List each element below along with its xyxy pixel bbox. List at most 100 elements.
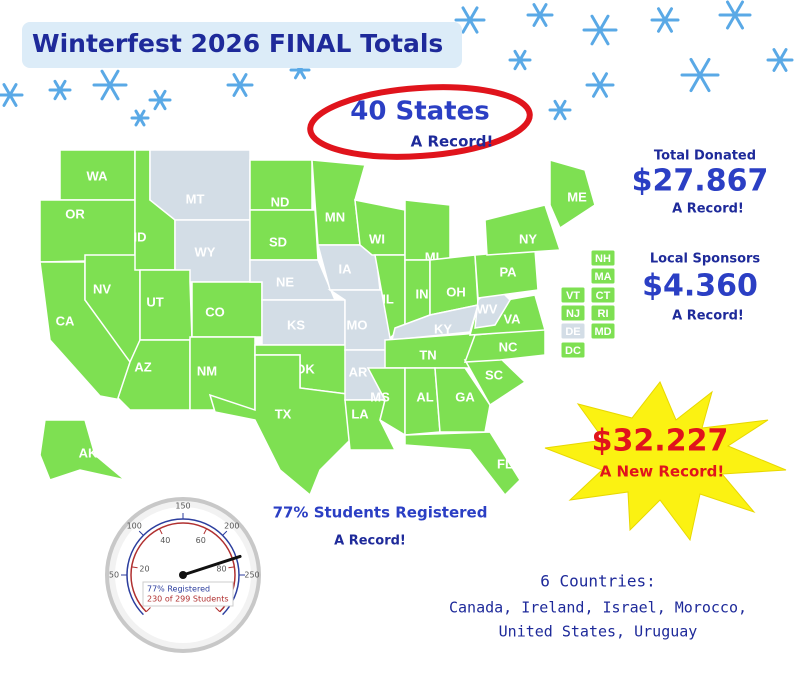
state-label: NE (276, 274, 294, 289)
state (191, 281, 263, 338)
gauge-tick-label: 80 (216, 564, 226, 573)
gauge-arc (130, 522, 236, 613)
state-label: OR (65, 206, 85, 221)
snowflake-arm (592, 72, 608, 98)
state-label: GA (455, 389, 475, 404)
snowflake-arm (100, 69, 120, 101)
snowflake-arm (726, 0, 744, 30)
snowflake-arm (134, 109, 146, 127)
state-label: PA (499, 264, 517, 279)
state-label: WA (87, 168, 109, 183)
snowflake-arm (153, 89, 167, 111)
gauge-tick (145, 607, 151, 613)
state-box (560, 341, 586, 359)
gauge-tick-label: 150 (175, 502, 190, 511)
snowflake-arm (590, 14, 610, 46)
gauge-tick-label: 200 (224, 522, 239, 531)
donated-note: A Record! (672, 202, 744, 217)
state-label: IN (416, 286, 429, 301)
title: Winterfest 2026 FINAL Totals (32, 29, 443, 58)
state-label: VA (503, 311, 521, 326)
state-label: CA (56, 313, 75, 328)
states-count: 40 States (350, 97, 489, 127)
state-label: KS (287, 317, 305, 332)
state-label: AL (416, 389, 433, 404)
state-box (590, 249, 616, 267)
state-label: AK (79, 445, 98, 460)
gauge-tick-label: 20 (139, 564, 149, 573)
gauge-tick-label: 40 (160, 536, 170, 545)
state (434, 367, 491, 433)
state (39, 199, 136, 263)
state-label: MS (370, 389, 390, 404)
state-label: KY (434, 321, 452, 336)
state-label: LA (351, 406, 369, 421)
gauge-tick (138, 530, 144, 536)
state (208, 354, 356, 497)
state-label: CO (205, 304, 225, 319)
snowflake-arm (772, 48, 788, 72)
state-label: IA (339, 261, 353, 276)
state-label: WY (195, 244, 216, 259)
state-label: ME (567, 189, 587, 204)
grand-note: A New Record! (600, 463, 725, 481)
states-note: A Record! (411, 133, 494, 151)
state-box (590, 322, 616, 340)
gauge-readout-box (142, 581, 234, 607)
state-label: OH (446, 284, 466, 299)
students-text: 77% Students Registered (273, 504, 488, 522)
gauge-tick-label: 50 (109, 571, 119, 580)
gauge-tick (203, 528, 208, 535)
state-label: AR (349, 364, 368, 379)
countries-line: Canada, Ireland, Israel, Morocco, (449, 599, 747, 617)
snowflake-arm (53, 79, 67, 101)
state-label: TN (419, 347, 436, 362)
state-label: NH (595, 253, 611, 265)
gauge-arc (126, 518, 240, 616)
gauge-tick (228, 566, 235, 569)
state-box (560, 322, 586, 340)
gauge-readout: 77% Registered (147, 585, 210, 594)
gauge-tick-label: 60 (196, 536, 206, 545)
state-label: VT (566, 290, 580, 302)
state (139, 269, 193, 341)
state-label: MA (594, 271, 611, 283)
burst (544, 381, 787, 542)
state-box (590, 267, 616, 285)
gauge-needle (181, 554, 242, 577)
gauge-tick (215, 607, 221, 613)
state (39, 419, 126, 481)
gauge-tick (222, 530, 228, 536)
state-box (590, 286, 616, 304)
snowflake-arm (513, 49, 527, 71)
state-label: MD (594, 326, 611, 338)
state (344, 399, 397, 451)
state-label: MN (325, 209, 345, 224)
state-label: DC (565, 345, 581, 357)
donated-label: Total Donated (654, 149, 756, 164)
state (404, 431, 521, 497)
gauge-hub (179, 571, 187, 579)
state-label: SC (485, 367, 504, 382)
snowflake-arm (2, 83, 18, 107)
state-label: IL (382, 291, 394, 306)
state-label: AZ (134, 359, 151, 374)
snowflake-arm (553, 99, 567, 121)
state-label: WV (477, 301, 498, 316)
gauge-tick-label: 100 (127, 522, 142, 531)
state-box (560, 304, 586, 322)
state-label: NM (197, 363, 217, 378)
snowflakes (0, 0, 794, 127)
state (149, 149, 251, 221)
donated-amount: $27.867 (632, 164, 769, 199)
state-label: FL (497, 456, 513, 471)
snowflake-arm (461, 6, 479, 34)
state-label: CT (596, 290, 611, 302)
grand-total: $32.227 (592, 424, 729, 459)
snowflake-arm (532, 3, 548, 27)
gauge: 5010015020025002040608010077% Registered… (105, 497, 261, 653)
state-label: MO (347, 317, 368, 332)
gauge-tick (131, 566, 138, 569)
gauge-tick-label: 250 (244, 571, 259, 580)
